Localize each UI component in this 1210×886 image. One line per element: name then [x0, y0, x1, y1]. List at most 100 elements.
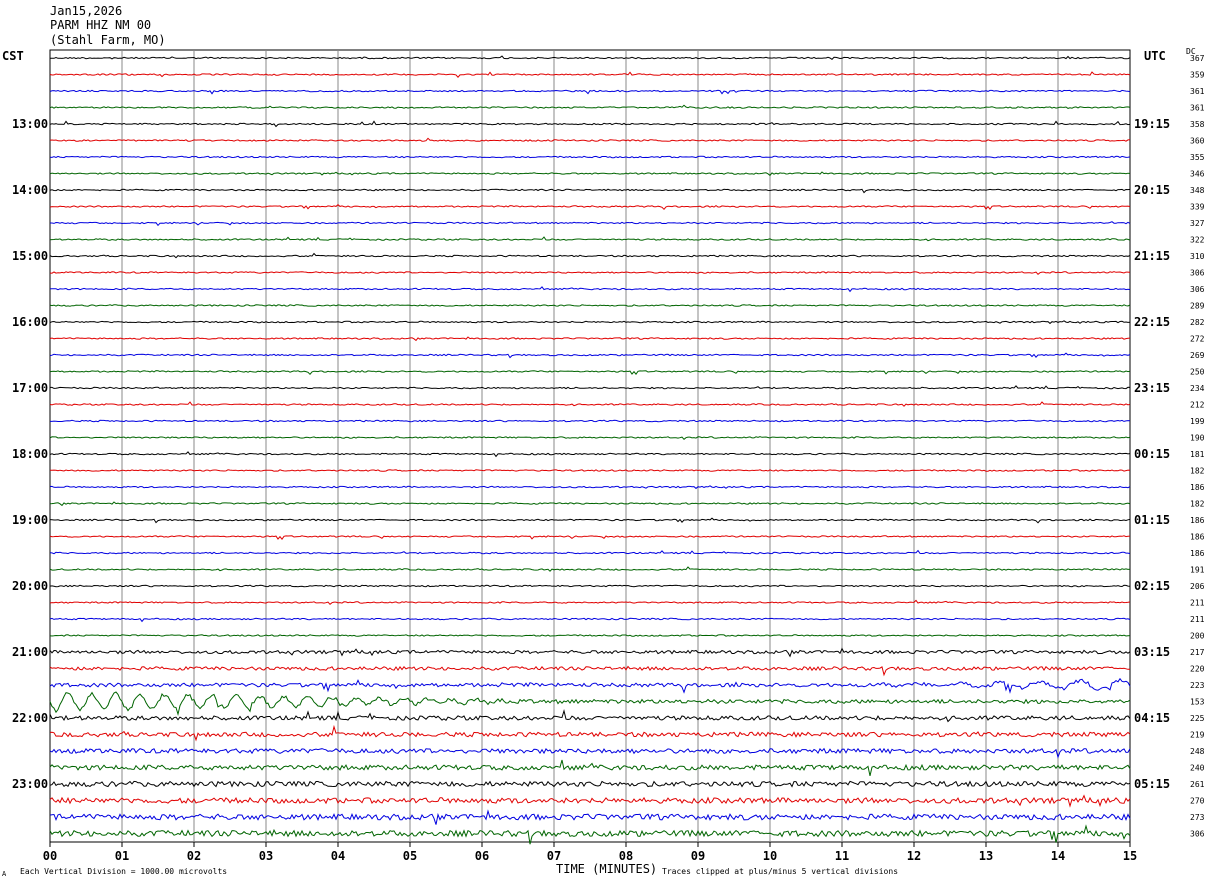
left-hour-label: 23:00	[12, 777, 48, 791]
left-hour-label: 21:00	[12, 645, 48, 659]
x-tick-label: 03	[259, 849, 273, 863]
seismic-trace	[49, 691, 1131, 717]
left-hour-label: 14:00	[12, 183, 48, 197]
seismic-trace	[49, 352, 1131, 359]
seismic-trace	[49, 436, 1131, 440]
seismic-trace	[49, 336, 1131, 342]
dc-offset-value: 211	[1190, 615, 1205, 624]
dc-offset-value: 346	[1190, 170, 1205, 179]
x-tick-label: 12	[907, 849, 921, 863]
seismic-trace	[50, 385, 1131, 390]
dc-offset-value: 191	[1190, 566, 1205, 575]
dc-offset-value: 181	[1190, 450, 1205, 459]
left-hour-label: 20:00	[12, 579, 48, 593]
dc-offset-value: 250	[1190, 368, 1205, 377]
left-hour-label: 13:00	[12, 117, 48, 131]
x-tick-label: 06	[475, 849, 489, 863]
seismic-trace	[50, 55, 1131, 60]
right-hour-label: 00:15	[1134, 447, 1170, 461]
x-tick-label: 14	[1051, 849, 1065, 863]
left-hour-label: 16:00	[12, 315, 48, 329]
x-tick-label: 04	[331, 849, 345, 863]
plot-frame	[49, 49, 1131, 843]
dc-offset-value: 272	[1190, 335, 1205, 344]
dc-offset-value: 186	[1190, 516, 1205, 525]
dc-offset-value: 182	[1190, 500, 1205, 509]
dc-offset-value: 212	[1190, 401, 1205, 410]
x-tick-label: 02	[187, 849, 201, 863]
seismic-trace	[49, 252, 1131, 259]
dc-offset-value: 220	[1190, 665, 1205, 674]
dc-offset-value: 348	[1190, 186, 1205, 195]
dc-offset-value: 339	[1190, 203, 1205, 212]
dc-offset-value: 310	[1190, 252, 1205, 261]
dc-offset-value: 359	[1190, 71, 1205, 80]
dc-offset-value: 219	[1190, 731, 1205, 740]
seismic-trace	[49, 286, 1131, 293]
dc-offset-value: 306	[1190, 830, 1205, 839]
dc-offset-value: 327	[1190, 219, 1205, 228]
dc-offset-value: 306	[1190, 285, 1205, 294]
dc-offset-value: 182	[1190, 467, 1205, 476]
seismic-trace	[49, 517, 1131, 524]
x-tick-label: 15	[1123, 849, 1137, 863]
seismic-trace	[49, 759, 1131, 777]
corner-mark: A	[2, 870, 7, 878]
left-timezone-label: CST	[2, 49, 24, 63]
dc-offset-value: 186	[1190, 549, 1205, 558]
dc-offset-value: 306	[1190, 269, 1205, 278]
seismic-trace	[49, 469, 1131, 472]
x-tick-label: 10	[763, 849, 777, 863]
seismic-trace	[49, 665, 1130, 677]
right-hour-label: 21:15	[1134, 249, 1170, 263]
dc-offset-value: 217	[1190, 648, 1205, 657]
seismic-trace	[49, 647, 1131, 658]
dc-offset-value: 199	[1190, 417, 1205, 426]
x-tick-label: 08	[619, 849, 633, 863]
x-axis-title: TIME (MINUTES)	[556, 862, 658, 876]
right-timezone-label: UTC	[1144, 49, 1166, 63]
dc-offset-value: 186	[1190, 533, 1205, 542]
dc-offset-values: 367 359 361 361 358 360 355 346 348 339 327 322 310 3…	[1190, 54, 1205, 839]
seismic-trace	[50, 221, 1131, 227]
right-hour-label: 22:15	[1134, 315, 1170, 329]
right-hour-label: 04:15	[1134, 711, 1170, 725]
seismic-trace	[49, 501, 1131, 507]
x-tick-label: 11	[835, 849, 849, 863]
seismic-trace	[49, 304, 1131, 307]
seismic-trace	[49, 451, 1131, 458]
seismic-trace	[50, 419, 1131, 423]
seismic-trace	[49, 236, 1131, 242]
seismic-trace	[49, 634, 1131, 637]
dc-offset-value: 273	[1190, 813, 1205, 822]
seismic-trace	[49, 204, 1131, 211]
seismic-trace	[49, 794, 1131, 808]
left-hour-label: 17:00	[12, 381, 48, 395]
seismic-trace	[49, 724, 1131, 742]
seismic-trace	[49, 401, 1131, 407]
dc-offset-value: 322	[1190, 236, 1205, 245]
dc-offset-value: 225	[1190, 714, 1205, 723]
dc-offset-value: 223	[1190, 681, 1205, 690]
x-tick-label: 13	[979, 849, 993, 863]
seismic-trace	[49, 171, 1131, 177]
seismic-trace	[49, 155, 1131, 159]
seismic-trace	[49, 535, 1131, 541]
seismic-trace	[49, 104, 1131, 109]
dc-offset-value: 355	[1190, 153, 1205, 162]
seismic-trace	[49, 485, 1131, 490]
dc-offset-value: 153	[1190, 698, 1205, 707]
seismic-trace	[49, 120, 1131, 128]
dc-offset-value: 361	[1190, 104, 1205, 113]
station-location: (Stahl Farm, MO)	[50, 33, 166, 47]
dc-offset-value: 234	[1190, 384, 1205, 393]
seismic-trace	[49, 369, 1131, 376]
x-tick-label: 09	[691, 849, 705, 863]
left-hour-label: 15:00	[12, 249, 48, 263]
x-tick-label: 05	[403, 849, 417, 863]
dc-offset-value: 261	[1190, 780, 1205, 789]
left-hour-label: 19:00	[12, 513, 48, 527]
dc-offset-value: 360	[1190, 137, 1205, 146]
station-code: PARM HHZ NM 00	[50, 18, 152, 32]
